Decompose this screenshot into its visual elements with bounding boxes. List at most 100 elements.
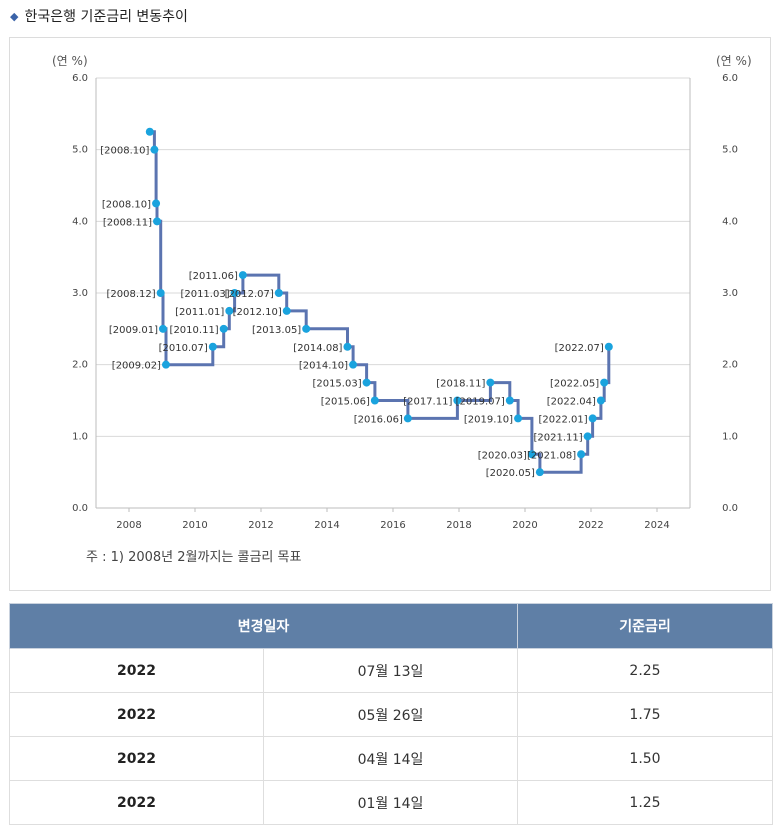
data-label: [2022.01]	[538, 414, 587, 425]
data-label: [2011.06]	[189, 271, 238, 282]
data-label: [2008.11]	[103, 217, 152, 228]
table-row: 2022 05월 26일 1.75	[9, 692, 773, 737]
row-year: 2022	[9, 736, 264, 781]
row-rate: 1.75	[517, 692, 773, 737]
data-label: [2008.10]	[100, 146, 149, 157]
data-label: [2009.02]	[112, 361, 161, 372]
data-point	[370, 396, 379, 405]
row-rate: 2.25	[517, 648, 773, 693]
x-tick-label: 2016	[380, 520, 405, 531]
data-point	[604, 342, 613, 351]
data-label: [2020.05]	[486, 468, 535, 479]
data-point	[274, 289, 283, 297]
x-tick-label: 2008	[116, 520, 141, 531]
row-year: 2022	[9, 648, 264, 693]
y-tick-label-right: 5.0	[722, 145, 738, 156]
x-tick-label: 2018	[446, 520, 471, 531]
data-label: [2014.10]	[299, 361, 348, 372]
y-unit-left: (연 %)	[52, 54, 88, 68]
rate-chart: 0.0 0.0 1.0 1.0 2.0 2.0 3.0 3.0 4.0 4.0 5.0 5.0 6.0 6…	[52, 54, 752, 531]
data-label: [2016.06]	[354, 414, 403, 425]
rate-table: 변경일자 기준금리 2022 07월 13일 2.25 2022 05월 26일…	[9, 603, 773, 825]
data-point	[156, 289, 165, 297]
diamond-bullet-icon: ◆	[10, 9, 19, 23]
data-point	[596, 396, 605, 405]
data-label: [2008.12]	[107, 289, 156, 300]
data-point	[282, 306, 291, 315]
data-label: [2009.01]	[109, 325, 158, 336]
y-tick-label-right: 3.0	[722, 288, 738, 299]
y-tick-label-left: 0.0	[72, 503, 88, 514]
y-tick-label-left: 2.0	[72, 360, 88, 371]
data-label: [2022.05]	[550, 379, 599, 390]
row-year: 2022	[9, 780, 264, 825]
data-point	[225, 306, 234, 315]
data-point	[150, 145, 159, 154]
data-point	[514, 414, 523, 423]
chart-container: 0.0 0.0 1.0 1.0 2.0 2.0 3.0 3.0 4.0 4.0 5.0 5.0 6.0 6…	[9, 37, 771, 591]
table-header-row: 변경일자 기준금리	[9, 603, 773, 649]
y-tick-label-right: 4.0	[722, 216, 738, 227]
y-tick-label-left: 6.0	[72, 73, 88, 84]
data-point	[535, 468, 544, 477]
row-date: 04월 14일	[263, 736, 518, 781]
data-label: [2008.10]	[102, 199, 151, 210]
data-label: [2010.11]	[170, 325, 219, 336]
row-rate: 1.50	[517, 736, 773, 781]
chart-footnote: 주 : 1) 2008년 2월까지는 콜금리 목표	[86, 550, 302, 565]
y-unit-right: (연 %)	[716, 54, 752, 68]
data-label: [2021.11]	[534, 432, 583, 443]
data-point	[158, 324, 167, 333]
data-point	[577, 450, 586, 459]
section-title-text: 한국은행 기준금리 변동추이	[24, 9, 188, 25]
data-point	[403, 414, 412, 423]
data-point	[343, 342, 352, 351]
x-tick-label: 2024	[644, 520, 669, 531]
data-point	[588, 414, 597, 423]
data-label: [2021.08]	[527, 450, 576, 461]
data-label: [2017.11]	[403, 397, 452, 408]
y-tick-label-left: 5.0	[72, 145, 88, 156]
y-tick-label-right: 2.0	[722, 360, 738, 371]
row-date: 05월 26일	[263, 692, 518, 737]
data-label: [2010.07]	[159, 343, 208, 354]
data-label: [2011.03]	[180, 289, 229, 300]
data-label: [2018.11]	[436, 379, 485, 390]
header-base-rate: 기준금리	[517, 603, 773, 649]
data-point	[219, 324, 228, 333]
data-label: [2020.03]	[478, 450, 527, 461]
y-tick-label-right: 0.0	[722, 503, 738, 514]
data-point	[583, 432, 592, 441]
data-label: [2019.07]	[456, 397, 505, 408]
table-row: 2022 07월 13일 2.25	[9, 648, 773, 693]
data-label: [2019.10]	[464, 414, 513, 425]
section-title: ◆ 한국은행 기준금리 변동추이	[10, 6, 188, 26]
data-point	[161, 360, 170, 369]
row-date: 07월 13일	[263, 648, 518, 693]
data-point	[145, 127, 154, 136]
data-label: [2015.06]	[321, 397, 370, 408]
row-year: 2022	[9, 692, 264, 737]
x-tick-label: 2010	[182, 520, 207, 531]
data-label: [2013.05]	[252, 325, 301, 336]
data-point	[238, 271, 247, 280]
data-label: [2022.07]	[555, 343, 604, 354]
data-point	[230, 289, 239, 297]
data-point	[208, 342, 217, 351]
x-tick-label: 2012	[248, 520, 273, 531]
data-label: [2015.03]	[312, 379, 361, 390]
data-point	[349, 360, 358, 369]
data-point	[453, 396, 462, 405]
y-tick-label-left: 1.0	[72, 431, 88, 442]
row-date: 01월 14일	[263, 780, 518, 825]
data-label: [2014.08]	[293, 343, 342, 354]
y-tick-label-right: 1.0	[722, 431, 738, 442]
data-point	[505, 396, 514, 405]
table-row: 2022 01월 14일 1.25	[9, 780, 773, 825]
data-point	[486, 378, 495, 387]
data-label: [2022.04]	[547, 397, 596, 408]
header-change-date: 변경일자	[9, 603, 518, 649]
data-label: [2011.01]	[175, 307, 224, 318]
x-tick-label: 2014	[314, 520, 339, 531]
y-tick-label-left: 3.0	[72, 288, 88, 299]
